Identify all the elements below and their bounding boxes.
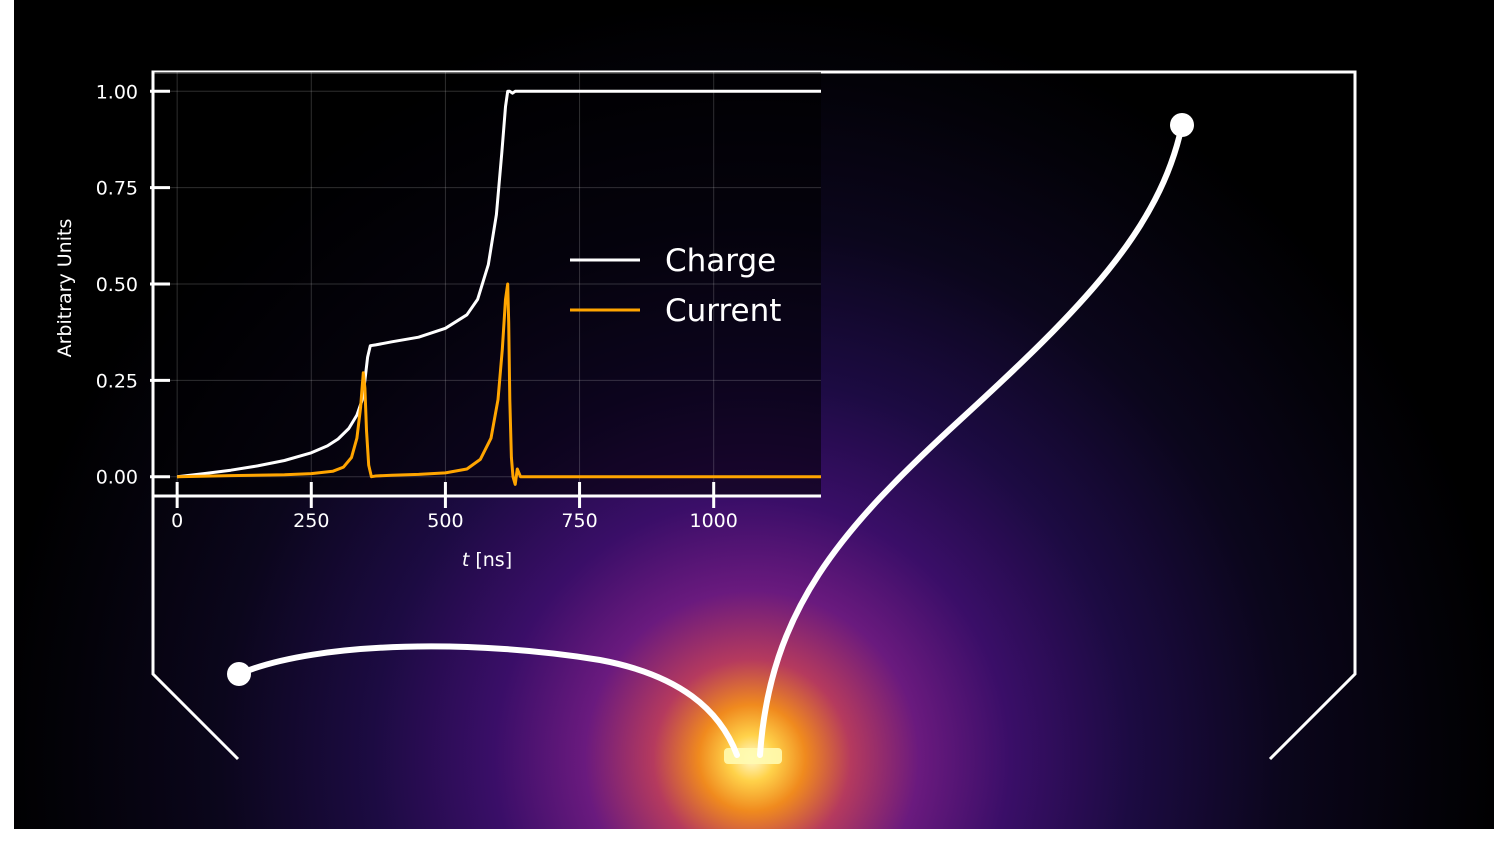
series-layer bbox=[176, 89, 821, 486]
series-line-charge bbox=[176, 89, 821, 479]
x-tick-label-3: 750 bbox=[561, 510, 597, 532]
drift-path-right bbox=[757, 122, 1185, 758]
x-tick-label-1: 250 bbox=[293, 510, 329, 532]
y-tick-label-3: 0.75 bbox=[96, 178, 138, 200]
legend: Charge Current bbox=[570, 243, 781, 329]
series-line-current bbox=[177, 282, 821, 486]
x-tick-label-0: 0 bbox=[171, 510, 183, 532]
drift-path-left bbox=[236, 643, 740, 758]
legend-label-charge: Charge bbox=[665, 243, 776, 279]
legend-label-current: Current bbox=[665, 293, 781, 329]
grid bbox=[153, 72, 821, 496]
x-tick-label-4: 1000 bbox=[690, 510, 738, 532]
y-tick-label-1: 0.25 bbox=[96, 370, 138, 392]
x-axis-label: t [ns] bbox=[462, 549, 512, 571]
y-tick-label-2: 0.50 bbox=[96, 274, 138, 296]
inset-background bbox=[153, 72, 821, 496]
ticks: 0 250 500 750 1000 0.00 0.25 0.50 0.75 1.00 bbox=[96, 81, 738, 532]
x-axis-label-unit: [ns] bbox=[469, 549, 512, 571]
drift-start-marker-left bbox=[227, 662, 251, 686]
y-axis-label: Arbitrary Units bbox=[54, 219, 76, 358]
y-tick-label-4: 1.00 bbox=[96, 81, 138, 103]
x-axis-label-var: t bbox=[462, 549, 471, 571]
drift-start-marker-right bbox=[1170, 113, 1194, 137]
inset-chart: 0 250 500 750 1000 0.00 0.25 0.50 0.75 1.00 t [ns… bbox=[54, 72, 821, 571]
x-tick-label-2: 500 bbox=[427, 510, 463, 532]
y-tick-label-0: 0.00 bbox=[96, 467, 138, 489]
